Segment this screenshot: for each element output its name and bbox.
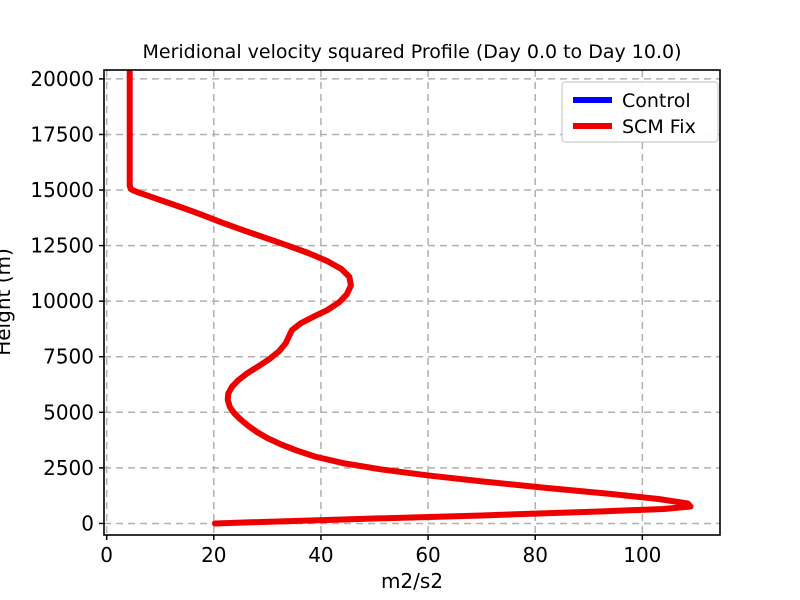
horizontal-gridlines (104, 78, 720, 525)
y-tick-label: 7500 (43, 345, 94, 369)
y-tick-label: 12500 (30, 234, 94, 258)
chart-legend[interactable]: Control SCM Fix (561, 81, 719, 143)
x-tick-label: 80 (522, 543, 547, 567)
plot-area-background (104, 70, 720, 535)
x-axis-tick-labels: 0 20 40 60 80 100 (100, 543, 661, 567)
data-series-group (126, 70, 694, 527)
y-tick-label: 0 (81, 511, 94, 535)
y-tick-label: 10000 (30, 289, 94, 313)
y-axis-label: Height (m) (0, 248, 15, 356)
x-tick-label: 40 (308, 543, 333, 567)
y-tick-label: 20000 (30, 67, 94, 91)
x-axis-ticks (105, 535, 644, 540)
y-tick-label: 5000 (43, 400, 94, 424)
y-tick-label: 17500 (30, 122, 94, 146)
x-tick-label: 100 (623, 543, 661, 567)
y-axis-ticks (99, 78, 104, 525)
chart-title: Meridional velocity squared Profile (Day… (143, 41, 682, 63)
series-line-scm-fix (126, 70, 694, 527)
x-tick-label: 60 (415, 543, 440, 567)
x-tick-label: 0 (100, 543, 113, 567)
legend-label-control: Control (622, 90, 691, 112)
x-axis-label: m2/s2 (381, 569, 443, 593)
x-tick-label: 20 (201, 543, 226, 567)
legend-label-scm-fix: SCM Fix (622, 116, 696, 138)
y-tick-label: 15000 (30, 178, 94, 202)
y-tick-label: 2500 (43, 456, 94, 480)
y-axis-tick-labels: 0 2500 5000 7500 10000 12500 15000 17500 20000 (30, 67, 94, 536)
plot-axes-frame (103, 69, 721, 536)
